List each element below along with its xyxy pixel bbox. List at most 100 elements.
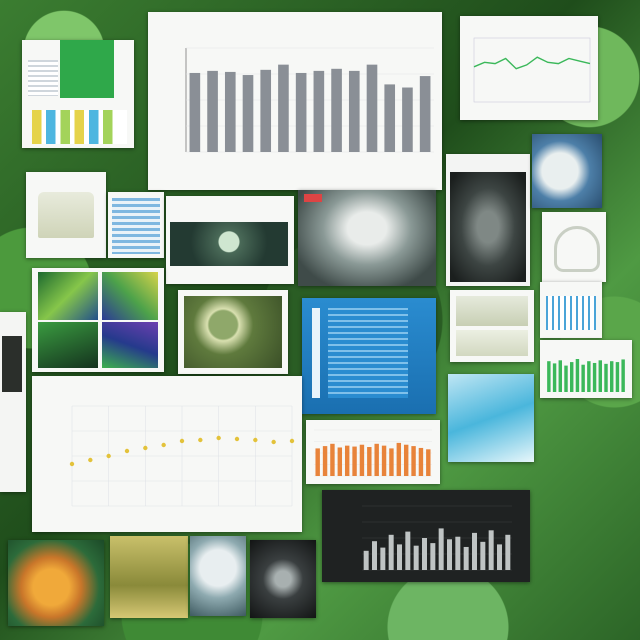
- imaging-panel-3: [38, 322, 98, 368]
- bar: [402, 87, 413, 152]
- bar: [313, 70, 325, 152]
- right-doc-card-2: [540, 282, 602, 338]
- small-line-chart: [473, 37, 591, 103]
- dark-bar-chart-card: [322, 490, 530, 582]
- bar: [381, 445, 387, 476]
- bar: [352, 446, 357, 476]
- data-point: [143, 445, 148, 451]
- doc-image-2: [456, 330, 528, 356]
- table-rows: [112, 198, 160, 254]
- scan-image: [450, 172, 526, 282]
- bar: [581, 364, 585, 392]
- bar: [348, 70, 360, 152]
- bar: [207, 70, 218, 152]
- data-point: [88, 457, 93, 463]
- bar: [472, 532, 477, 570]
- bar: [505, 534, 511, 570]
- bar: [344, 445, 350, 476]
- bar: [380, 547, 386, 570]
- bar: [615, 362, 620, 392]
- bar: [366, 64, 378, 152]
- bar: [367, 447, 372, 476]
- bar: [315, 448, 320, 476]
- blue-panel-card: [302, 298, 436, 414]
- bar: [552, 363, 557, 392]
- bar: [547, 361, 551, 392]
- data-point: [234, 436, 240, 442]
- bar: [570, 362, 574, 392]
- bar: [322, 446, 328, 476]
- imaging-panel-1: [38, 272, 98, 320]
- bar: [610, 361, 614, 392]
- bar: [242, 75, 254, 152]
- specimen-blue-photo-card: [532, 134, 602, 208]
- bone-outline: [554, 226, 600, 272]
- bar: [564, 365, 568, 392]
- specimen-photo-card: [26, 172, 106, 258]
- bar: [278, 64, 289, 152]
- bar: [419, 76, 431, 152]
- imaging-panel-2: [102, 272, 158, 320]
- right-doc-card-1: [450, 290, 534, 362]
- main-bar-chart: [185, 47, 434, 153]
- dark-scan-card: [446, 154, 530, 286]
- bar: [621, 359, 625, 392]
- data-point: [216, 435, 221, 441]
- bar: [497, 544, 502, 570]
- skeletal-image-card: [298, 190, 436, 286]
- data-point: [253, 437, 258, 443]
- bar: [587, 361, 591, 392]
- dark-bar-chart: [362, 505, 512, 571]
- bar: [331, 68, 342, 152]
- bar: [224, 71, 236, 152]
- data-point: [271, 439, 276, 445]
- bar: [413, 545, 419, 570]
- green-header-block: [60, 40, 114, 98]
- data-point: [161, 442, 166, 448]
- blue-tick-strip: [546, 296, 596, 330]
- bar: [260, 69, 272, 152]
- white-shell-card: [190, 536, 246, 616]
- specimen-image: [38, 192, 94, 238]
- orange-specimen-card: [8, 540, 104, 626]
- microscope-image: [170, 222, 288, 266]
- bar: [189, 72, 201, 152]
- bar: [558, 360, 562, 392]
- bone-drawing-card: [542, 212, 606, 282]
- data-point: [289, 438, 295, 444]
- bar: [389, 448, 394, 476]
- data-point: [69, 461, 75, 467]
- bar: [411, 446, 416, 476]
- bar: [397, 544, 402, 570]
- series-line: [473, 56, 591, 70]
- bar: [604, 363, 608, 392]
- green-bar-chart: [547, 359, 625, 392]
- bar: [455, 536, 461, 570]
- bar: [488, 530, 494, 570]
- bar: [330, 443, 335, 476]
- blue-panel-bar-1: [312, 308, 320, 398]
- blue-table-card: [108, 192, 164, 258]
- imaging-panel-4: [102, 322, 158, 368]
- bar: [388, 534, 394, 570]
- bar: [480, 541, 486, 570]
- orange-bar-chart-card: [306, 420, 440, 484]
- green-report-card: [22, 40, 134, 148]
- data-point: [198, 437, 203, 443]
- line-chart-card: [460, 16, 598, 120]
- bar: [592, 362, 597, 392]
- yellow-landscape-card: [110, 536, 188, 618]
- plot-frame: [473, 37, 591, 103]
- scatter-chart: [69, 405, 295, 507]
- bar: [463, 546, 469, 570]
- bar: [575, 359, 580, 392]
- blue-panel-lines: [328, 308, 408, 398]
- bar: [396, 442, 402, 476]
- bar: [598, 360, 602, 392]
- bar: [363, 550, 369, 570]
- scatter-chart-card: [32, 376, 302, 532]
- microscope-photo-card: [166, 196, 294, 284]
- bar: [372, 541, 377, 570]
- data-point: [106, 453, 111, 459]
- bar: [337, 447, 343, 476]
